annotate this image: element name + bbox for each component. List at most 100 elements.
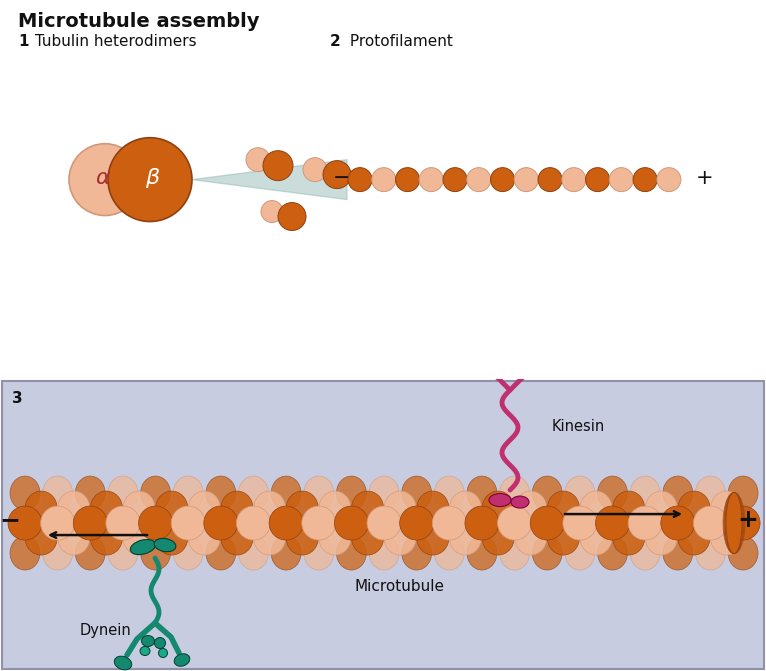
Ellipse shape [613,491,645,525]
Ellipse shape [286,491,318,525]
Ellipse shape [728,476,758,510]
Ellipse shape [139,506,172,540]
Ellipse shape [385,521,416,555]
Ellipse shape [467,476,497,510]
Ellipse shape [369,536,399,570]
Polygon shape [192,160,347,199]
Ellipse shape [237,506,270,540]
Ellipse shape [597,536,627,570]
Ellipse shape [154,538,176,552]
Text: −: − [333,168,351,188]
Ellipse shape [271,476,301,510]
Ellipse shape [140,647,150,656]
Ellipse shape [41,506,74,540]
Ellipse shape [319,491,351,525]
Ellipse shape [530,506,565,540]
Ellipse shape [174,654,190,666]
Ellipse shape [467,536,497,570]
Ellipse shape [90,491,123,525]
Ellipse shape [482,491,514,525]
Ellipse shape [108,536,138,570]
Ellipse shape [75,536,105,570]
Ellipse shape [171,506,205,540]
Circle shape [633,168,657,192]
Ellipse shape [580,521,612,555]
Ellipse shape [155,521,188,555]
Ellipse shape [565,476,595,510]
Ellipse shape [400,506,434,540]
Circle shape [395,168,420,192]
Text: Protofilament: Protofilament [345,34,453,49]
Ellipse shape [663,536,692,570]
Ellipse shape [319,521,351,555]
Ellipse shape [645,521,677,555]
Ellipse shape [106,506,140,540]
Ellipse shape [661,506,695,540]
Ellipse shape [726,506,760,540]
Circle shape [323,160,351,189]
Ellipse shape [173,476,203,510]
Ellipse shape [724,493,744,554]
Ellipse shape [10,476,40,510]
Ellipse shape [254,491,286,525]
Ellipse shape [511,496,529,508]
Ellipse shape [57,521,90,555]
Ellipse shape [254,521,286,555]
Circle shape [278,203,306,231]
Text: +: + [738,508,758,532]
Circle shape [610,168,633,192]
Ellipse shape [108,476,138,510]
Circle shape [538,168,562,192]
Ellipse shape [417,521,449,555]
Ellipse shape [188,521,221,555]
Ellipse shape [385,491,416,525]
Ellipse shape [628,506,662,540]
Ellipse shape [482,521,514,555]
Ellipse shape [595,506,630,540]
Ellipse shape [678,521,710,555]
Ellipse shape [43,476,73,510]
Ellipse shape [548,491,579,525]
Ellipse shape [630,476,660,510]
Text: Microtubule: Microtubule [355,578,445,594]
Text: α: α [96,168,110,188]
Ellipse shape [711,521,742,555]
Ellipse shape [302,506,336,540]
Ellipse shape [613,521,645,555]
Ellipse shape [723,493,745,554]
Ellipse shape [499,536,529,570]
Circle shape [561,168,586,192]
Ellipse shape [401,476,431,510]
Ellipse shape [155,637,165,648]
Text: β: β [145,168,159,188]
Ellipse shape [43,536,73,570]
Ellipse shape [141,536,171,570]
Ellipse shape [221,521,253,555]
Ellipse shape [401,536,431,570]
Ellipse shape [450,521,482,555]
Ellipse shape [206,536,236,570]
Ellipse shape [238,476,268,510]
Ellipse shape [696,476,725,510]
Ellipse shape [74,506,107,540]
Ellipse shape [565,536,595,570]
Ellipse shape [434,536,464,570]
Ellipse shape [155,491,188,525]
Text: 1: 1 [18,34,28,49]
Ellipse shape [25,491,57,525]
Ellipse shape [434,476,464,510]
Circle shape [69,144,141,215]
Ellipse shape [515,491,547,525]
Circle shape [348,168,372,192]
Text: +: + [696,168,713,188]
Ellipse shape [304,476,334,510]
Ellipse shape [10,536,40,570]
Ellipse shape [369,476,399,510]
Ellipse shape [548,521,579,555]
Ellipse shape [221,491,253,525]
Ellipse shape [130,539,155,555]
Circle shape [466,168,491,192]
Ellipse shape [645,491,677,525]
Ellipse shape [417,491,449,525]
Circle shape [263,151,293,180]
